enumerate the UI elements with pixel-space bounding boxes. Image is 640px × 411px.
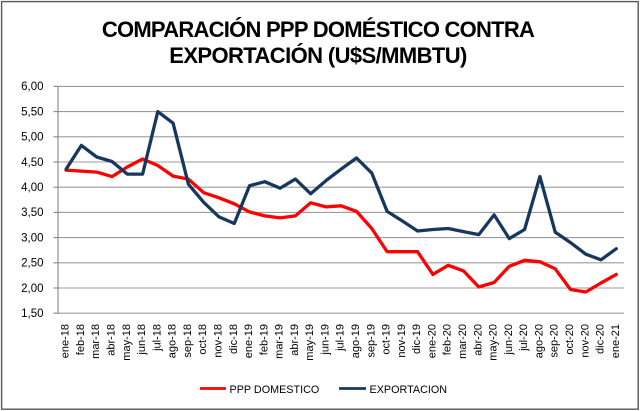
svg-text:nov-20: nov-20	[579, 324, 591, 358]
svg-text:oct-20: oct-20	[564, 324, 576, 355]
svg-text:feb-18: feb-18	[75, 324, 87, 355]
svg-text:3,00: 3,00	[21, 232, 43, 244]
svg-text:sep-18: sep-18	[182, 324, 194, 358]
svg-text:4,00: 4,00	[21, 182, 43, 194]
svg-text:ago-18: ago-18	[167, 324, 179, 358]
svg-text:jul-18: jul-18	[151, 324, 163, 352]
svg-text:nov-18: nov-18	[213, 324, 225, 358]
svg-text:feb-19: feb-19	[258, 324, 270, 355]
svg-text:oct-19: oct-19	[381, 324, 393, 355]
svg-text:PPP DOMESTICO: PPP DOMESTICO	[230, 384, 320, 396]
svg-text:jun-19: jun-19	[320, 324, 332, 356]
svg-text:may-19: may-19	[304, 324, 316, 361]
svg-text:mar-18: mar-18	[90, 324, 102, 359]
svg-text:mar-20: mar-20	[457, 324, 469, 359]
svg-text:may-20: may-20	[488, 324, 500, 361]
svg-text:ene-18: ene-18	[60, 324, 72, 358]
svg-text:ene-20: ene-20	[426, 324, 438, 358]
svg-text:feb-20: feb-20	[442, 324, 454, 355]
svg-text:oct-18: oct-18	[197, 324, 209, 355]
svg-text:ene-21: ene-21	[610, 324, 622, 358]
svg-text:jul-20: jul-20	[518, 324, 530, 352]
svg-text:ago-20: ago-20	[533, 324, 545, 358]
svg-text:dic-18: dic-18	[228, 324, 240, 354]
svg-text:may-18: may-18	[121, 324, 133, 361]
svg-text:abr-18: abr-18	[106, 324, 118, 356]
svg-text:5,50: 5,50	[21, 106, 43, 118]
svg-text:EXPORTACION: EXPORTACION	[370, 384, 448, 396]
svg-text:jul-19: jul-19	[335, 324, 347, 352]
svg-text:abr-20: abr-20	[472, 324, 484, 356]
svg-text:EXPORTACIÓN (U$S/MMBTU): EXPORTACIÓN (U$S/MMBTU)	[169, 43, 467, 68]
svg-text:sep-20: sep-20	[549, 324, 561, 358]
svg-text:2,00: 2,00	[21, 283, 43, 295]
svg-text:nov-19: nov-19	[396, 324, 408, 358]
svg-text:ene-19: ene-19	[243, 324, 255, 358]
svg-text:1,50: 1,50	[21, 308, 43, 320]
svg-text:2,50: 2,50	[21, 258, 43, 270]
svg-text:6,00: 6,00	[21, 81, 43, 93]
svg-text:ago-19: ago-19	[350, 324, 362, 358]
svg-text:5,00: 5,00	[21, 132, 43, 144]
svg-text:dic-19: dic-19	[411, 324, 423, 354]
svg-text:jun-18: jun-18	[136, 324, 148, 356]
svg-text:mar-19: mar-19	[274, 324, 286, 359]
svg-text:COMPARACIÓN PPP DOMÉSTICO CONT: COMPARACIÓN PPP DOMÉSTICO CONTRA	[102, 17, 535, 42]
svg-text:abr-19: abr-19	[289, 324, 301, 356]
svg-text:sep-19: sep-19	[365, 324, 377, 358]
svg-text:3,50: 3,50	[21, 207, 43, 219]
svg-text:4,50: 4,50	[21, 157, 43, 169]
svg-text:jun-20: jun-20	[503, 324, 515, 356]
svg-text:dic-20: dic-20	[595, 324, 607, 354]
